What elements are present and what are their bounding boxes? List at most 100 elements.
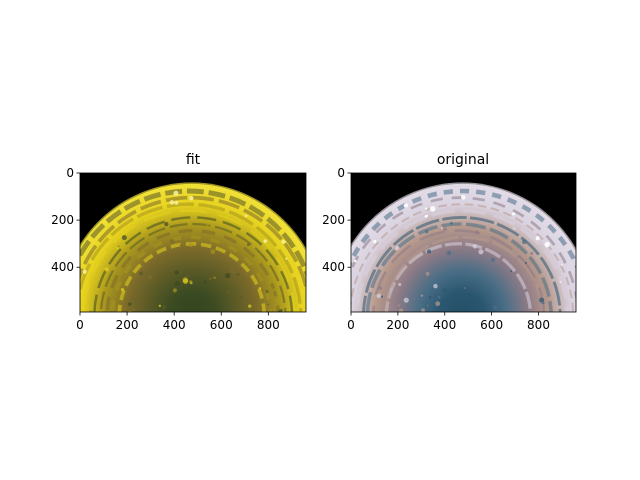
storm-spot [435,301,441,307]
storm-spot [169,200,175,205]
storm-spot [208,277,212,281]
storm-spot [432,229,435,233]
x-tick-label: 800 [257,318,280,332]
storm-spot [229,267,236,274]
storm-spot [240,296,243,299]
storm-spot [188,242,194,248]
storm-spot [559,281,562,283]
storm-spot [426,249,432,254]
storm-spot [263,239,268,243]
storm-spot [121,235,127,241]
storm-spot [403,203,409,208]
storm-spot [403,297,409,303]
storm-spot [182,278,189,284]
storm-spot [376,293,382,299]
storm-spot [475,230,479,234]
storm-spot [195,256,198,258]
storm-spot [120,287,125,292]
fit-axes-frame [79,172,307,313]
storm-spot [89,309,93,312]
original-x-axis: 0 200 400 600 800 [347,312,550,332]
storm-spot [174,281,180,287]
storm-spot [205,223,210,227]
storm-spot [495,259,500,265]
storm-spot [199,254,202,258]
y-tick-label: 0 [66,166,74,180]
storm-spot [244,214,248,218]
x-tick-label: 400 [433,318,456,332]
storm-spot [189,196,194,201]
y-tick-label: 400 [51,260,74,274]
storm-spot [213,276,216,279]
fit-image [80,173,306,312]
storm-spot [560,264,563,266]
cloud-band [80,188,306,279]
storm-spot [421,308,425,312]
storm-spot [521,239,527,245]
storm-spot [398,282,402,287]
storm-spot [492,305,498,310]
storm-spot [544,241,550,248]
storm-spot [449,221,453,225]
storm-spot [478,249,484,255]
storm-spot [203,280,207,284]
storm-spot [147,275,153,280]
storm-spot [252,248,257,253]
x-tick-label: 600 [210,318,233,332]
storm-spot [265,289,269,294]
y-tick-label: 0 [337,166,345,180]
storm-spot [512,212,516,216]
storm-spot [394,245,400,251]
storm-spot [433,283,438,289]
storm-spot [530,251,534,256]
storm-spot [425,271,430,276]
storm-spot [281,240,286,244]
storm-spot [539,297,545,303]
cloud-band [105,229,280,312]
x-tick-label: 200 [116,318,139,332]
cloud-band [351,188,576,270]
storm-spot [380,295,384,298]
storm-spot [442,227,448,232]
cloud-band [362,215,562,312]
storm-spot [398,304,400,307]
original-title: original [437,152,489,168]
storm-spot [463,287,466,289]
storm-spot [420,294,424,297]
storm-spot [169,239,175,244]
planet-limb [80,180,306,252]
storm-spot [132,308,136,312]
storm-spot [164,222,169,227]
storm-spot [285,257,288,260]
storm-spot [461,195,466,200]
storm-spot [152,295,154,298]
storm-spot [158,304,161,307]
original-y-axis: 0 200 400 [322,166,351,274]
cloud-band [384,235,545,312]
y-tick-label: 200 [51,213,74,227]
cloud-band [82,209,296,312]
x-tick-label: 400 [163,318,186,332]
storm-spot [278,309,284,312]
storm-spot [177,249,182,254]
storm-spot [517,255,521,259]
fit-panel: fit 0 200 400 600 800 0 200 400 [51,152,307,332]
storm-spot [424,207,428,210]
storm-spot [353,259,357,263]
storm-spot [378,285,383,291]
x-tick-label: 800 [527,318,550,332]
storm-spot [541,301,545,305]
storm-spot [174,270,179,275]
storm-spot [236,272,240,276]
storm-spot [179,244,183,247]
y-tick-label: 200 [322,213,345,227]
x-tick-label: 0 [347,318,355,332]
storm-spot [399,308,404,312]
storm-spot [116,246,120,250]
storm-spot [189,280,193,284]
storm-spot [174,200,179,205]
storm-spot [491,257,496,262]
storm-spot [185,273,191,279]
storm-spot [267,303,270,306]
